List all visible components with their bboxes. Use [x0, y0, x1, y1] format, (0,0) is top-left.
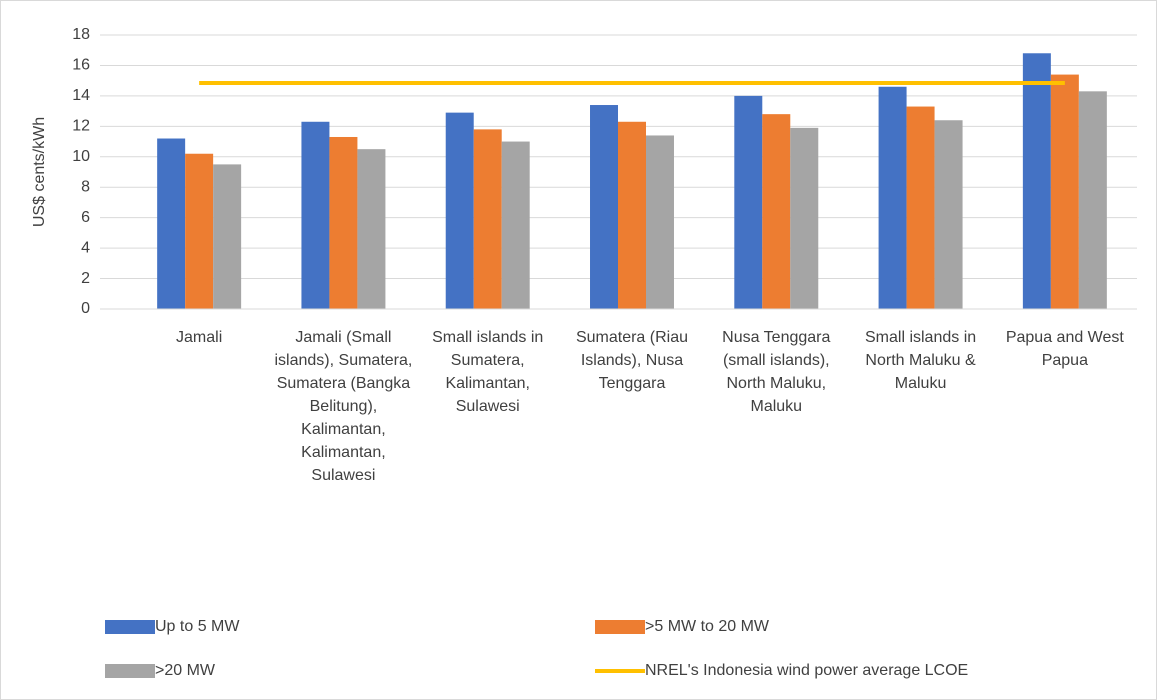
bar: [1050, 74, 1079, 309]
x-tick-label: Sumatera (Riau Islands), Nusa Tenggara: [575, 329, 688, 392]
y-tick-label: 18: [72, 26, 90, 43]
bar: [1022, 53, 1051, 310]
y-tick-label: 4: [81, 239, 90, 256]
x-tick-label: Nusa Tenggara (small islands), North Mal…: [722, 329, 831, 415]
legend-swatch: [105, 620, 155, 634]
y-tick-label: 12: [72, 118, 90, 135]
bar: [185, 153, 214, 309]
bar: [906, 106, 935, 310]
y-axis-label: US$ cents/kWh: [31, 117, 48, 227]
legend-label: >20 MW: [155, 662, 216, 679]
bar: [445, 112, 474, 309]
y-tick-label: 2: [81, 270, 90, 287]
legend-swatch: [595, 620, 645, 634]
y-tick-label: 6: [81, 209, 90, 226]
bar: [213, 164, 242, 309]
bar: [473, 129, 502, 309]
bar: [645, 135, 674, 309]
bar: [878, 86, 907, 309]
bar: [934, 120, 963, 309]
legend-label: >5 MW to 20 MW: [645, 618, 770, 635]
bar: [301, 121, 330, 310]
y-tick-label: 14: [72, 87, 90, 104]
bar: [790, 127, 819, 309]
x-tick-label: Papua and West Papua: [1005, 329, 1124, 369]
legend-label: Up to 5 MW: [155, 618, 240, 635]
bar: [357, 149, 386, 309]
x-tick-label: Small islands in North Maluku & Maluku: [864, 329, 977, 392]
y-tick-label: 8: [81, 178, 90, 195]
bar: [1078, 91, 1107, 309]
x-tick-label: Jamali: [176, 329, 223, 346]
bar: [590, 105, 619, 310]
bar: [618, 121, 646, 310]
y-tick-label: 0: [81, 300, 90, 317]
x-tick-label: Small islands in Sumatera, Kalimantan, S…: [432, 329, 544, 415]
y-tick-label: 16: [72, 57, 90, 74]
bar: [501, 141, 530, 309]
bar: [762, 114, 791, 310]
bar: [329, 136, 358, 309]
x-tick-label: Jamali (Small islands), Sumatera, Sumate…: [274, 329, 413, 484]
legend-label: NREL's Indonesia wind power average LCOE: [645, 662, 968, 679]
bar: [734, 95, 763, 309]
legend-swatch: [105, 664, 155, 678]
y-tick-label: 10: [72, 148, 90, 165]
bar: [157, 138, 186, 309]
